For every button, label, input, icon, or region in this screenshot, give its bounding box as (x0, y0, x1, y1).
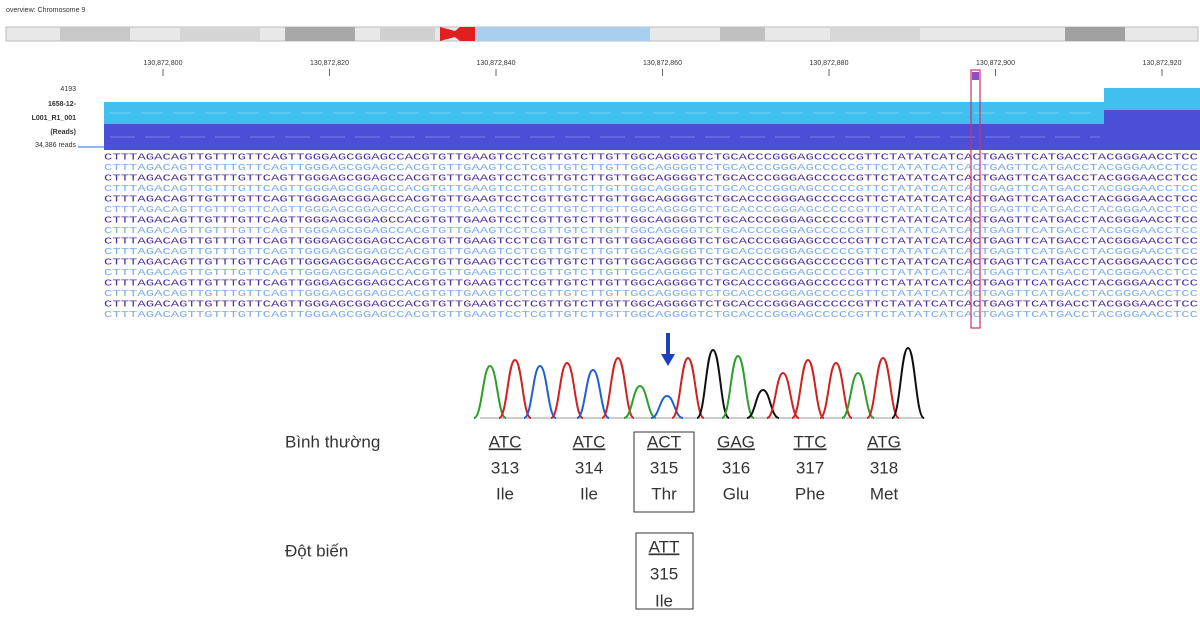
ruler-label: 130,872,920 (1143, 60, 1182, 67)
read-sequence: CTTTAGACAGTTGTTTGTTCAGTTGGGAGCGGAGCCACGT… (104, 215, 1199, 225)
peak (577, 370, 609, 418)
read-sequence: CTTTAGACAGTTGTTTGTTCAGTTGGGAGCGGAGCCACGT… (104, 247, 1199, 257)
position: 318 (870, 458, 898, 477)
chromatogram (474, 348, 925, 418)
overview-title: overview: Chromosome 9 (6, 7, 85, 14)
read-sequence: CTTTAGACAGTTGTTTGTTCAGTTGGGAGCGGAGCCACGT… (104, 268, 1199, 278)
mutant-label: Đột biến (285, 541, 348, 560)
peak (767, 373, 799, 418)
peak (524, 366, 556, 418)
arrow-head (661, 354, 675, 366)
peak (551, 363, 583, 418)
read-sequence: CTTTAGACAGTTGTTTGTTCAGTTGGGAGCGGAGCCACGT… (104, 226, 1199, 236)
peak (722, 356, 754, 418)
read-sequence: CTTTAGACAGTTGTTTGTTCAGTTGGGAGCGGAGCCACGT… (104, 173, 1199, 183)
track-label: (Reads) (50, 129, 76, 136)
read-sequence: CTTTAGACAGTTGTTTGTTCAGTTGGGAGCGGAGCCACGT… (104, 299, 1199, 309)
ruler-label: 130,872,900 (976, 60, 1015, 67)
variant-marker (972, 72, 979, 80)
peak (474, 366, 506, 418)
position: 313 (491, 458, 519, 477)
ruler-label: 130,872,820 (310, 60, 349, 67)
amino-acid: Met (870, 484, 899, 503)
codon: ATC (573, 432, 606, 451)
ideogram (6, 27, 1198, 41)
coverage-track (78, 88, 1200, 150)
ruler: 130,872,800 130,872,820 130,872,840 130,872… (144, 60, 1182, 76)
peak (842, 373, 874, 418)
ruler-label: 130,872,860 (643, 60, 682, 67)
amino-acid: Phe (795, 484, 825, 503)
read-sequence: CTTTAGACAGTTGTTTGTTCAGTTGGGAGCGGAGCCACGT… (104, 236, 1199, 246)
amino-acid: Ile (655, 591, 673, 610)
ruler-label: 130,872,880 (810, 60, 849, 67)
track-label: 34,386 reads (35, 142, 76, 149)
amino-acid: Ile (580, 484, 598, 503)
peak (672, 358, 704, 418)
read-sequence: CTTTAGACAGTTGTTTGTTCAGTTGGGAGCGGAGCCACGT… (104, 152, 1199, 162)
figure: overview: Chromosome 9 130,872,800130,87… (0, 0, 1200, 612)
position: 317 (796, 458, 824, 477)
read-sequence: CTTTAGACAGTTGTTTGTTCAGTTGGGAGCGGAGCCACGT… (104, 205, 1199, 215)
amino-acid: Thr (651, 484, 677, 503)
codon: ATG (867, 432, 901, 451)
ruler-label: 130,872,800 (144, 60, 183, 67)
position: 315 (650, 458, 678, 477)
track-label: L001_R1_001 (32, 115, 76, 122)
read-sequence: CTTTAGACAGTTGTTTGTTCAGTTGGGAGCGGAGCCACGT… (104, 289, 1199, 299)
codon-table: ATC 313 Ile ATC 314 Ile ACT 315 Thr GAG 316 Glu TTC 3… (489, 432, 901, 610)
codon: GAG (717, 432, 755, 451)
track-label: 1658-12- (48, 101, 77, 108)
codon: ATT (649, 537, 680, 556)
codon: ACT (647, 432, 681, 451)
position: 314 (575, 458, 603, 477)
peak (892, 348, 924, 418)
peak (697, 350, 729, 418)
ruler-label: 130,872,840 (477, 60, 516, 67)
amino-acid: Ile (496, 484, 514, 503)
read-sequence: CTTTAGACAGTTGTTTGTTCAGTTGGGAGCGGAGCCACGT… (104, 184, 1199, 194)
reads: CTTTAGACAGTTGTTTGTTCAGTTGGGAGCGGAGCCACGT… (104, 152, 1199, 320)
codon: ATC (489, 432, 522, 451)
read-sequence: CTTTAGACAGTTGTTTGTTCAGTTGGGAGCGGAGCCACGT… (104, 163, 1199, 173)
track-labels: 4193 1658-12- L001_R1_001 (Reads) 34,386 rea… (32, 86, 77, 149)
read-sequence: CTTTAGACAGTTGTTTGTTCAGTTGGGAGCGGAGCCACGT… (104, 194, 1199, 204)
normal-label: Bình thường (285, 432, 380, 451)
amino-acid: Glu (723, 484, 749, 503)
position: 316 (722, 458, 750, 477)
read-sequence: CTTTAGACAGTTGTTTGTTCAGTTGGGAGCGGAGCCACGT… (104, 310, 1199, 320)
peak (867, 358, 899, 418)
track-label: 4193 (60, 86, 76, 93)
read-sequence: CTTTAGACAGTTGTTTGTTCAGTTGGGAGCGGAGCCACGT… (104, 257, 1199, 267)
read-sequence: CTTTAGACAGTTGTTTGTTCAGTTGGGAGCGGAGCCACGT… (104, 278, 1199, 288)
peak (499, 360, 531, 418)
peak (792, 360, 824, 418)
position: 315 (650, 564, 678, 583)
codon: TTC (793, 432, 826, 451)
